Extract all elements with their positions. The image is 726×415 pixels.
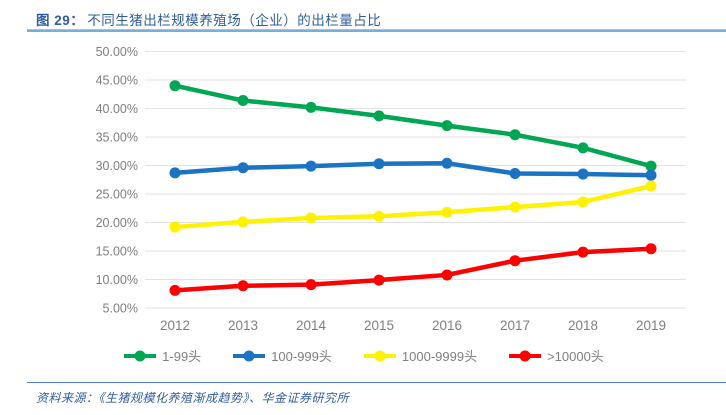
data-point xyxy=(305,160,317,172)
data-point xyxy=(441,206,453,218)
data-point xyxy=(373,274,385,286)
series-line-2 xyxy=(172,183,654,230)
data-point xyxy=(645,243,657,255)
data-point xyxy=(305,212,317,224)
data-point xyxy=(577,142,589,154)
legend-item-3: >10000头 xyxy=(507,346,604,365)
chart-legend: 1-99头 100-999头 1000-9999头 >10000头 xyxy=(0,346,726,365)
series-line-0 xyxy=(172,83,654,169)
y-tick-label: 30.00% xyxy=(96,159,138,173)
y-tick-label: 10.00% xyxy=(96,273,138,287)
data-point xyxy=(509,201,521,213)
x-tick-label: 2012 xyxy=(160,318,190,333)
data-point xyxy=(237,216,249,228)
line-chart: 50.00% 45.00% 40.00% 35.00% 30.00% 25.00% 20.0… xyxy=(96,45,686,333)
x-tick-label: 2017 xyxy=(500,318,530,333)
data-point xyxy=(441,269,453,281)
y-tick-label: 50.00% xyxy=(96,45,138,59)
legend-marker-icon xyxy=(233,350,266,361)
figure-title: 图 29： 不同生猪出栏规模养殖场（企业）的出栏量占比 xyxy=(36,9,381,29)
series-line-1 xyxy=(172,160,654,178)
data-point xyxy=(645,160,657,172)
legend-label: 100-999头 xyxy=(271,349,332,364)
data-point xyxy=(373,110,385,122)
title-divider xyxy=(27,29,726,32)
y-tick-label: 35.00% xyxy=(96,131,138,145)
figure-title-text: 不同生猪出栏规模养殖场（企业）的出栏量占比 xyxy=(87,13,382,28)
legend-marker-icon xyxy=(124,350,157,361)
data-point xyxy=(645,169,657,181)
data-point xyxy=(169,221,181,233)
legend-item-2: 1000-9999头 xyxy=(362,346,477,365)
data-point xyxy=(373,210,385,222)
data-point xyxy=(577,196,589,208)
legend-label: 1-99头 xyxy=(162,349,202,364)
data-point xyxy=(645,180,657,192)
x-tick-label: 2018 xyxy=(568,318,598,333)
data-point xyxy=(237,162,249,174)
y-tick-label: 5.00% xyxy=(103,302,138,316)
legend-label: >10000头 xyxy=(547,349,604,364)
legend-marker-icon xyxy=(509,350,542,361)
x-tick-label: 2015 xyxy=(364,318,394,333)
series-line-3 xyxy=(172,246,654,293)
data-point xyxy=(169,167,181,179)
y-tick-label: 45.00% xyxy=(96,74,138,88)
x-tick-label: 2013 xyxy=(228,318,258,333)
data-point xyxy=(373,158,385,170)
data-point xyxy=(577,168,589,180)
data-point xyxy=(305,279,317,291)
y-tick-label: 25.00% xyxy=(96,188,138,202)
x-tick-label: 2016 xyxy=(432,318,462,333)
data-point xyxy=(441,157,453,169)
data-point xyxy=(305,101,317,113)
data-point xyxy=(577,246,589,258)
legend-item-0: 1-99头 xyxy=(122,346,201,365)
data-point xyxy=(237,95,249,107)
data-point xyxy=(169,284,181,296)
data-point xyxy=(237,280,249,292)
legend-label: 1000-9999头 xyxy=(401,349,478,364)
source-divider xyxy=(27,382,726,383)
data-point xyxy=(509,255,521,267)
y-tick-label: 15.00% xyxy=(96,245,138,259)
y-tick-label: 40.00% xyxy=(96,102,138,116)
data-point xyxy=(441,120,453,132)
y-tick-label: 20.00% xyxy=(96,216,138,230)
legend-item-1: 100-999头 xyxy=(231,346,332,365)
x-tick-label: 2014 xyxy=(296,318,327,333)
data-point xyxy=(509,167,521,179)
legend-marker-icon xyxy=(363,350,396,361)
source-note: 资料来源：《生猪规模化养殖渐成趋势》、华金证券研究所 xyxy=(36,391,350,405)
data-point xyxy=(509,129,521,141)
data-point xyxy=(169,80,181,92)
x-tick-label: 2019 xyxy=(636,318,666,333)
figure-number: 图 29： xyxy=(36,13,85,28)
